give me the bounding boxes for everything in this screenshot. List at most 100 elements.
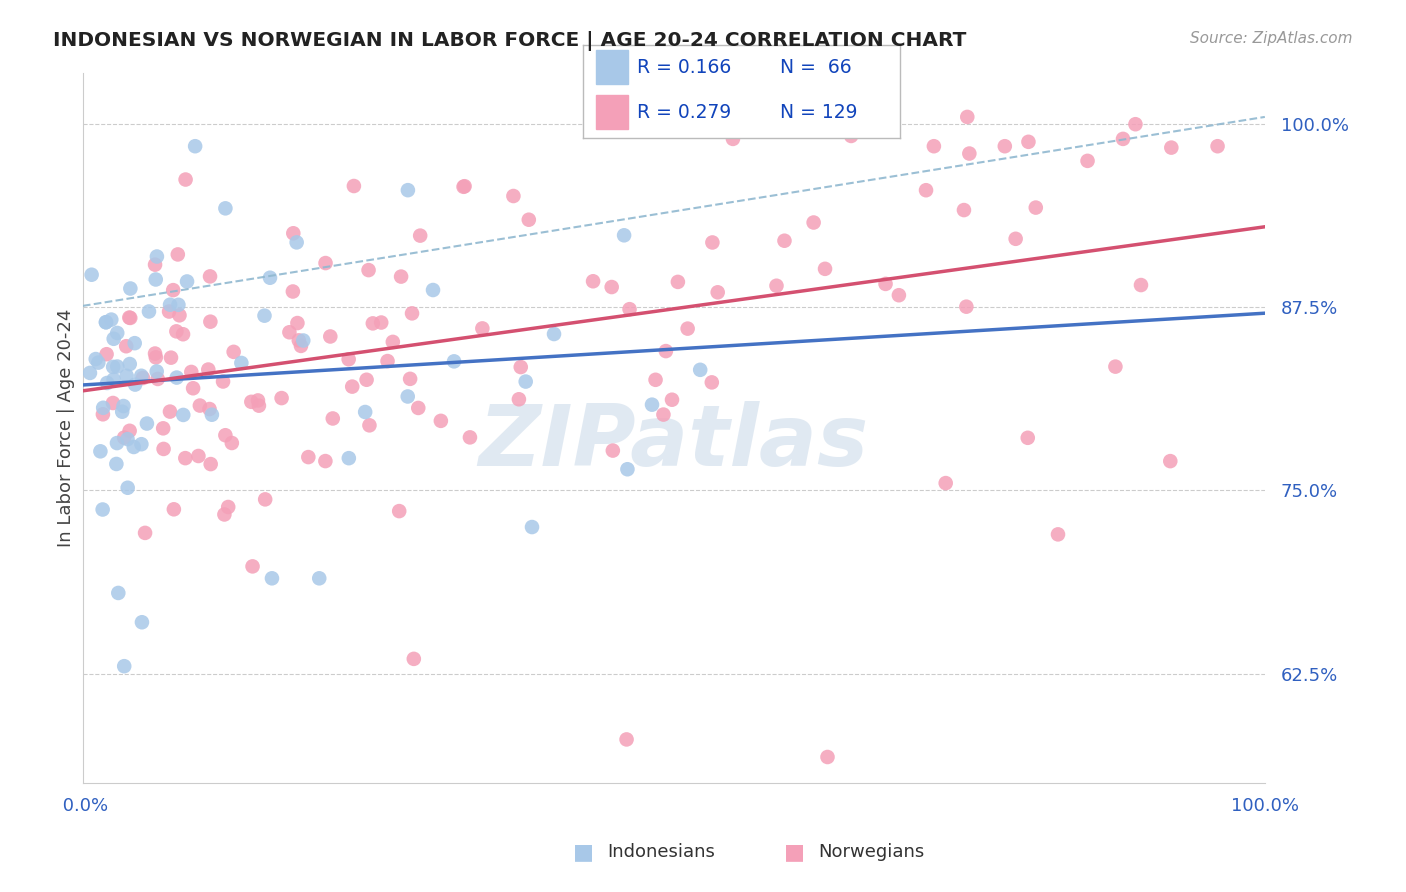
Point <box>283 227 305 241</box>
Point <box>543 326 565 341</box>
Point <box>172 327 194 342</box>
Point <box>602 443 624 458</box>
Point <box>1017 135 1039 149</box>
Point <box>145 272 167 286</box>
Point <box>343 179 366 194</box>
Text: INDONESIAN VS NORWEGIAN IN LABOR FORCE | AGE 20-24 CORRELATION CHART: INDONESIAN VS NORWEGIAN IN LABOR FORCE |… <box>53 31 967 51</box>
Point <box>314 454 336 468</box>
Point <box>134 525 156 540</box>
Point <box>616 732 638 747</box>
Point <box>502 189 524 203</box>
Point <box>515 375 537 389</box>
Point <box>388 504 411 518</box>
Point <box>200 457 222 471</box>
Point <box>458 430 481 444</box>
Point <box>278 325 301 339</box>
Point <box>406 401 429 415</box>
Point <box>887 288 910 302</box>
Point <box>666 275 689 289</box>
Point <box>308 571 330 585</box>
Point <box>957 146 980 161</box>
Point <box>105 326 128 340</box>
Point <box>131 615 153 630</box>
Point <box>1159 454 1181 468</box>
Point <box>1025 201 1047 215</box>
Point <box>103 372 125 386</box>
Point <box>1125 117 1147 131</box>
Point <box>143 258 166 272</box>
Point <box>702 235 724 250</box>
Point <box>107 586 129 600</box>
Point <box>254 492 277 507</box>
Point <box>242 559 264 574</box>
Text: N =  66: N = 66 <box>779 58 851 77</box>
Point <box>112 399 135 413</box>
Point <box>146 250 169 264</box>
Point <box>79 366 101 380</box>
Point <box>96 347 118 361</box>
Point <box>290 339 312 353</box>
Point <box>87 356 110 370</box>
Bar <box>596 50 627 84</box>
Point <box>112 659 135 673</box>
Point <box>354 405 377 419</box>
Text: Indonesians: Indonesians <box>607 843 716 861</box>
Point <box>166 247 188 261</box>
Point <box>94 315 117 329</box>
Point <box>135 417 157 431</box>
Point <box>214 428 236 442</box>
Point <box>994 139 1017 153</box>
Point <box>839 128 862 143</box>
Point <box>124 336 146 351</box>
Point <box>443 354 465 368</box>
Point <box>582 274 605 288</box>
Y-axis label: In Labor Force | Age 20-24: In Labor Force | Age 20-24 <box>58 309 75 548</box>
Point <box>96 376 118 390</box>
Point <box>221 436 243 450</box>
Point <box>159 298 181 312</box>
Text: R = 0.166: R = 0.166 <box>637 58 731 77</box>
Point <box>120 310 142 325</box>
Point <box>1206 139 1229 153</box>
Point <box>955 300 977 314</box>
Point <box>401 306 423 320</box>
Point <box>422 283 444 297</box>
Point <box>105 436 128 450</box>
Point <box>357 263 380 277</box>
Point <box>953 203 976 218</box>
Point <box>706 285 728 300</box>
Point <box>619 302 641 317</box>
Point <box>165 324 187 338</box>
Point <box>409 228 432 243</box>
Point <box>641 398 664 412</box>
Point <box>91 407 114 421</box>
Point <box>145 351 167 365</box>
Bar <box>596 95 627 129</box>
Point <box>402 652 425 666</box>
Point <box>399 372 422 386</box>
Point <box>160 351 183 365</box>
Point <box>188 399 211 413</box>
Text: R = 0.279: R = 0.279 <box>637 103 731 121</box>
Point <box>138 304 160 318</box>
Point <box>122 440 145 454</box>
Point <box>509 359 531 374</box>
Point <box>956 110 979 124</box>
Point <box>146 372 169 386</box>
Point <box>1046 527 1069 541</box>
Point <box>922 139 945 153</box>
Point <box>198 269 221 284</box>
Point <box>935 476 957 491</box>
Point <box>260 571 283 585</box>
Point <box>875 277 897 291</box>
Point <box>101 396 124 410</box>
Point <box>217 500 239 514</box>
Point <box>661 392 683 407</box>
Point <box>361 317 384 331</box>
Point <box>120 281 142 295</box>
Point <box>176 275 198 289</box>
Point <box>174 451 197 466</box>
Point <box>288 334 311 348</box>
Point <box>616 462 638 476</box>
Point <box>201 408 224 422</box>
